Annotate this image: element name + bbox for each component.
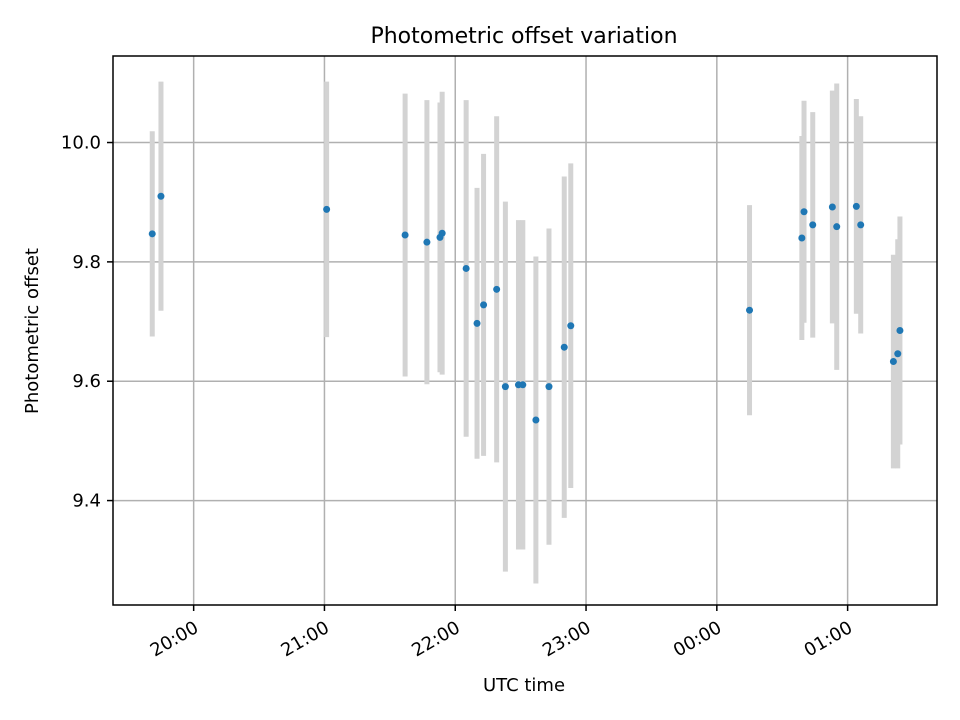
y-tick-label: 9.8 xyxy=(72,252,101,273)
data-point xyxy=(493,285,501,293)
y-tick-label: 10.0 xyxy=(61,133,101,154)
data-point xyxy=(401,231,409,239)
data-point xyxy=(148,230,156,238)
data-point xyxy=(567,322,575,330)
data-points xyxy=(148,192,904,424)
data-point xyxy=(746,306,754,314)
data-point xyxy=(438,229,446,237)
data-point xyxy=(852,202,860,210)
data-point xyxy=(423,238,431,246)
data-point xyxy=(798,234,806,242)
data-point xyxy=(889,358,897,366)
data-point xyxy=(800,208,808,216)
data-point xyxy=(894,350,902,358)
plot-frame xyxy=(112,55,938,606)
data-point xyxy=(480,301,488,309)
data-point xyxy=(157,192,165,200)
y-axis-label: Photometric offset xyxy=(22,248,43,414)
data-point xyxy=(828,203,836,211)
y-axis-ticks: 9.4 9.6 9.8 10.0 xyxy=(61,133,113,512)
data-point xyxy=(519,381,527,389)
data-point xyxy=(857,221,865,229)
data-point xyxy=(833,223,841,231)
y-tick-label: 9.4 xyxy=(72,491,101,512)
data-point xyxy=(532,416,540,424)
data-point xyxy=(462,264,470,272)
data-point xyxy=(473,319,481,327)
data-point xyxy=(545,383,553,391)
x-axis-label: UTC time xyxy=(483,675,565,696)
data-point xyxy=(896,327,904,334)
data-point xyxy=(809,221,817,229)
data-point xyxy=(323,205,331,213)
chart-title: Photometric offset variation xyxy=(370,24,677,49)
y-tick-label: 9.6 xyxy=(72,371,101,392)
data-point xyxy=(560,343,568,351)
data-point xyxy=(501,383,509,391)
